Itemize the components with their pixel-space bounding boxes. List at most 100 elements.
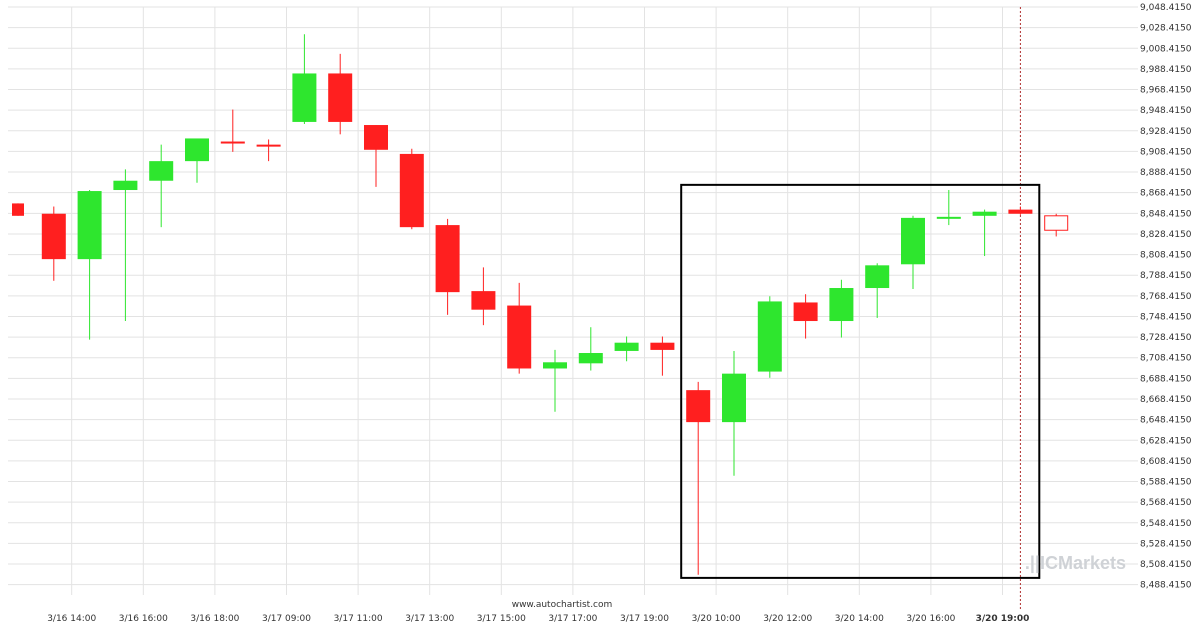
y-tick-label: 9,028.4150 — [1140, 24, 1192, 34]
candle — [256, 139, 281, 162]
y-tick-label: 9,048.4150 — [1140, 3, 1192, 13]
y-tick-label: 8,528.4150 — [1140, 539, 1192, 549]
y-tick-label: 9,008.4150 — [1140, 44, 1192, 54]
x-tick-label: 3/17 15:00 — [477, 614, 526, 624]
x-tick-label: 3/17 17:00 — [548, 614, 597, 624]
y-tick-label: 8,748.4150 — [1140, 312, 1192, 322]
y-tick-label: 8,608.4150 — [1140, 457, 1192, 467]
y-tick-label: 8,948.4150 — [1140, 106, 1192, 116]
candle — [936, 190, 961, 226]
x-tick-label: 3/20 16:00 — [906, 614, 955, 624]
x-tick-label: 3/17 11:00 — [334, 614, 383, 624]
x-axis: 3/16 14:00 3/16 16:00 3/16 18:00 3/17 09:00… — [47, 614, 1029, 624]
candles — [12, 34, 1069, 575]
candle-body — [578, 353, 603, 364]
x-tick-label: 3/20 19:00 — [976, 614, 1030, 624]
candle — [328, 53, 353, 135]
candle-body — [793, 302, 818, 322]
candle-body — [328, 73, 353, 122]
y-tick-label: 8,648.4150 — [1140, 416, 1192, 426]
candle-body — [1044, 215, 1069, 231]
y-tick-label: 8,548.4150 — [1140, 519, 1192, 529]
y-tick-label: 8,988.4150 — [1140, 65, 1192, 75]
candle-body — [185, 138, 209, 162]
candle-body — [12, 203, 24, 216]
candle — [220, 109, 245, 152]
y-tick-label: 8,848.4150 — [1140, 209, 1192, 219]
y-tick-label: 8,688.4150 — [1140, 374, 1192, 384]
x-tick-label: 3/20 14:00 — [835, 614, 884, 624]
y-tick-label: 8,588.4150 — [1140, 478, 1192, 488]
candle — [901, 215, 925, 290]
candle — [435, 218, 460, 315]
candle-body — [399, 153, 424, 228]
candle — [77, 190, 102, 340]
y-tick-label: 8,868.4150 — [1140, 189, 1192, 199]
candle — [364, 125, 388, 187]
y-tick-label: 8,768.4150 — [1140, 292, 1192, 302]
candle-body — [77, 191, 102, 260]
y-tick-label: 8,728.4150 — [1140, 333, 1192, 343]
candle — [507, 282, 532, 374]
candle-body — [936, 216, 961, 219]
candle-body — [650, 342, 675, 350]
x-tick-label: 3/20 12:00 — [763, 614, 812, 624]
candle-body — [543, 362, 567, 369]
candle — [41, 206, 66, 281]
candle — [686, 381, 711, 575]
y-tick-label: 8,668.4150 — [1140, 395, 1192, 405]
candle — [757, 296, 782, 378]
y-tick-label: 8,908.4150 — [1140, 147, 1192, 157]
candle — [829, 279, 854, 338]
watermark-text: .||ICMarkets — [1025, 553, 1126, 573]
candle — [399, 148, 424, 230]
x-tick-label: 3/16 18:00 — [190, 614, 239, 624]
candle-body — [364, 125, 388, 150]
candle — [1044, 213, 1069, 237]
x-tick-label: 3/16 14:00 — [47, 614, 96, 624]
pattern-box — [680, 183, 1041, 579]
candle-body — [292, 73, 317, 122]
y-tick-label: 8,568.4150 — [1140, 498, 1192, 508]
y-tick-label: 8,488.4150 — [1140, 581, 1192, 591]
y-tick-label: 8,828.4150 — [1140, 230, 1192, 240]
candle — [1008, 206, 1033, 215]
candle-body — [507, 305, 532, 369]
candle-body — [722, 373, 746, 423]
candle — [650, 336, 675, 376]
y-tick-label: 8,708.4150 — [1140, 354, 1192, 364]
candle — [471, 267, 496, 326]
candle-body — [113, 180, 138, 191]
grid-lines — [8, 6, 1138, 610]
candle-body — [220, 141, 245, 144]
pattern-box-layer — [680, 183, 1041, 579]
candle-body — [41, 213, 66, 260]
candle — [113, 169, 138, 322]
source-label: www.autochartist.com — [512, 600, 613, 610]
candle-body — [256, 144, 281, 147]
y-tick-label: 8,788.4150 — [1140, 271, 1192, 281]
y-tick-label: 8,968.4150 — [1140, 86, 1192, 96]
candle-body — [614, 342, 639, 351]
candle — [185, 138, 209, 183]
candle-body — [757, 301, 782, 372]
x-tick-label: 3/20 10:00 — [692, 614, 741, 624]
candle — [149, 144, 174, 228]
candle-body — [149, 161, 174, 181]
candle-body — [686, 390, 711, 423]
x-tick-label: 3/17 13:00 — [405, 614, 454, 624]
candle — [793, 294, 818, 339]
x-tick-label: 3/17 19:00 — [620, 614, 669, 624]
x-tick-label: 3/17 09:00 — [262, 614, 311, 624]
y-tick-label: 8,888.4150 — [1140, 168, 1192, 178]
candle — [543, 349, 567, 412]
candle — [292, 34, 317, 124]
y-tick-label: 8,628.4150 — [1140, 436, 1192, 446]
candle-body — [1008, 209, 1033, 214]
candle-body — [471, 291, 496, 310]
candle-body — [435, 225, 460, 293]
y-tick-label: 8,928.4150 — [1140, 127, 1192, 137]
candle — [972, 209, 997, 257]
watermark-logo: .||ICMarkets — [1025, 553, 1126, 573]
